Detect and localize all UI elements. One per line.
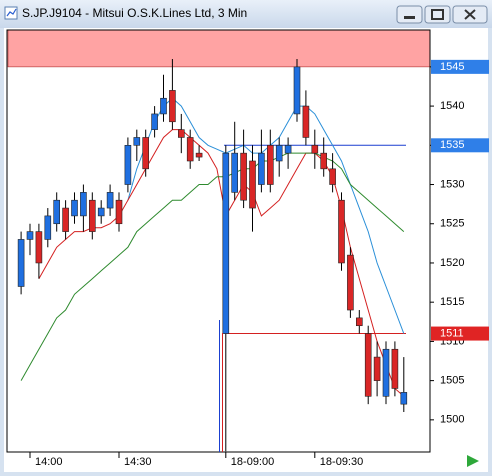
x-tick-label: 14:00	[35, 456, 63, 468]
y-tick-label: 1525	[440, 218, 464, 230]
chart-area	[4, 28, 488, 472]
candle-body	[391, 348, 399, 389]
y-tick-label: 1530	[440, 178, 464, 190]
candle-body	[293, 66, 301, 115]
window-buttons[interactable]	[396, 5, 488, 24]
plot-border	[6, 29, 431, 453]
candle-body	[338, 199, 345, 264]
candle-body	[115, 199, 123, 225]
plot	[7, 29, 431, 452]
window-title: S.JP.J9104 - Mitsui O.S.K.Lines Ltd, 3 M…	[22, 6, 247, 20]
candle-body	[249, 160, 256, 209]
app-icon-line	[6, 8, 17, 17]
candle-body	[302, 105, 310, 138]
x-tick-label: 18-09:30	[320, 456, 363, 468]
candle-body	[231, 152, 238, 193]
price-marker-label: 1511	[440, 327, 464, 339]
y-tick-label: 1540	[440, 100, 464, 112]
candle-body	[364, 333, 372, 397]
candle-body	[35, 231, 43, 264]
candle-body	[80, 192, 87, 217]
price-marker-label: 1535	[440, 139, 464, 151]
candle-body	[186, 137, 194, 162]
candle-body	[222, 152, 230, 334]
candle-body	[124, 145, 132, 185]
y-tick-label: 1505	[440, 375, 464, 387]
scroll-arrow[interactable]	[467, 455, 479, 467]
price-marker-label: 1545	[440, 61, 464, 73]
candle-body	[169, 90, 176, 123]
candle-body	[142, 137, 149, 170]
candle-body	[266, 145, 274, 185]
candle-body	[373, 356, 381, 381]
zone	[7, 29, 431, 68]
candle-body	[178, 129, 185, 138]
candle-body	[151, 113, 158, 130]
candle-body	[347, 254, 354, 311]
candle-body	[44, 215, 52, 240]
candle-body	[160, 97, 167, 115]
maximize-button[interactable]	[424, 5, 451, 24]
minimize-icon	[404, 16, 415, 19]
candle-body	[355, 317, 363, 327]
y-tick-label: 1500	[440, 414, 464, 426]
candle-body	[133, 137, 141, 146]
close-icon	[464, 9, 476, 20]
candle-body	[400, 392, 408, 405]
candle-body	[329, 168, 336, 185]
x-tick-label: 18-09:00	[231, 456, 274, 468]
candle-body	[53, 199, 61, 225]
price-marker	[431, 138, 489, 153]
price-marker	[431, 59, 489, 74]
moving-average	[20, 152, 405, 381]
minimize-button[interactable]	[396, 5, 423, 24]
candle-body	[320, 152, 328, 170]
candle-body	[97, 207, 105, 217]
y-tick-label: 1515	[440, 296, 464, 308]
candle-body	[89, 199, 96, 232]
candle-body	[382, 348, 390, 397]
maximize-icon	[431, 9, 444, 20]
candle-body	[17, 239, 25, 287]
candle-body	[284, 145, 292, 154]
x-tick-label: 14:30	[124, 456, 152, 468]
candle-body	[258, 152, 265, 185]
candle-body	[71, 199, 78, 217]
candle-body	[275, 145, 283, 162]
candle-body	[62, 207, 69, 232]
candle-body	[240, 152, 247, 201]
candle-body	[106, 192, 114, 209]
y-tick-label: 1520	[440, 257, 464, 269]
candle-body	[311, 145, 319, 154]
candle-body	[195, 152, 203, 158]
price-marker	[431, 326, 489, 341]
candle-body	[26, 231, 34, 240]
